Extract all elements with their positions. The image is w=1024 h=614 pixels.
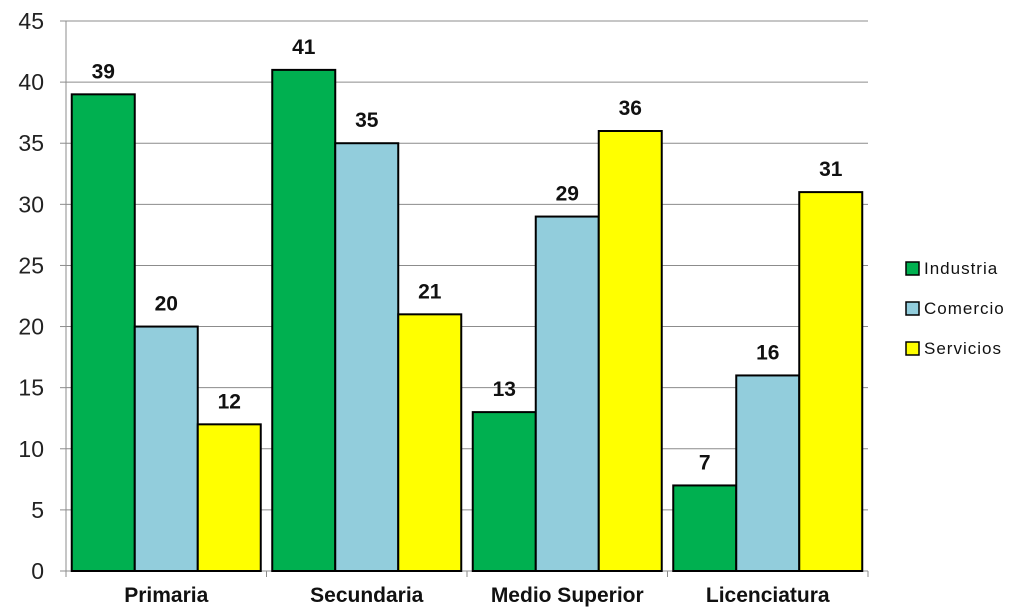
data-label-servicios-medio-superior: 36	[619, 97, 642, 120]
data-label-servicios-primaria: 12	[218, 390, 241, 413]
bar-comercio-medio-superior	[534, 215, 600, 573]
y-tick-label-40: 40	[18, 69, 44, 95]
bar-servicios-primaria	[196, 423, 262, 573]
y-tick-label-0: 0	[31, 558, 44, 584]
y-tick-label-30: 30	[18, 191, 44, 217]
bar-servicios-licenciatura	[798, 191, 864, 572]
bar-industria-medio-superior	[471, 411, 537, 572]
data-label-comercio-primaria: 20	[155, 293, 178, 316]
x-tick-label-licenciatura: Licenciatura	[706, 584, 830, 607]
y-tick-label-5: 5	[31, 497, 44, 523]
y-tick-label-10: 10	[18, 436, 44, 462]
legend: Industria Comercio Servicios	[905, 259, 1005, 358]
bar-industria-primaria	[70, 93, 136, 572]
legend-swatch-comercio	[905, 301, 920, 316]
bar-servicios-secundaria	[397, 313, 463, 572]
legend-swatch-industria	[905, 261, 920, 276]
y-tick-label-25: 25	[18, 252, 44, 278]
data-label-comercio-medio-superior: 29	[556, 183, 579, 206]
legend-label-comercio: Comercio	[924, 299, 1005, 318]
data-label-industria-secundaria: 41	[292, 36, 316, 59]
legend-label-servicios: Servicios	[924, 339, 1002, 358]
y-tick-label-15: 15	[18, 375, 44, 401]
x-tick-label-medio-superior: Medio Superior	[491, 584, 644, 607]
x-tick-label-secundaria: Secundaria	[310, 584, 424, 607]
data-label-comercio-secundaria: 35	[355, 109, 379, 132]
data-label-servicios-licenciatura: 31	[819, 158, 843, 181]
bar-servicios-medio-superior	[597, 130, 663, 572]
bar-comercio-primaria	[133, 325, 199, 572]
y-tick-label-35: 35	[18, 130, 44, 156]
y-tick-label-45: 45	[18, 8, 44, 34]
x-tick-label-primaria: Primaria	[124, 584, 208, 607]
legend-swatch-servicios	[905, 341, 920, 356]
data-labels: 39 20 12 41 35 21 13 29 36 7 16 31	[92, 36, 843, 475]
data-label-industria-licenciatura: 7	[699, 451, 711, 474]
legend-label-industria: Industria	[924, 259, 998, 278]
bars	[70, 68, 864, 573]
bar-comercio-secundaria	[334, 142, 400, 572]
y-tick-label-20: 20	[18, 314, 44, 340]
bar-industria-licenciatura	[672, 484, 738, 573]
axes: 0 5 10 15 20 25 30 35 40 45 Primaria Secundaria Medi…	[18, 8, 869, 607]
data-label-industria-medio-superior: 13	[493, 378, 516, 401]
data-label-comercio-licenciatura: 16	[756, 341, 779, 364]
data-label-industria-primaria: 39	[92, 60, 115, 83]
bar-industria-secundaria	[271, 68, 337, 572]
bar-comercio-licenciatura	[735, 374, 801, 573]
data-label-servicios-secundaria: 21	[418, 280, 442, 303]
